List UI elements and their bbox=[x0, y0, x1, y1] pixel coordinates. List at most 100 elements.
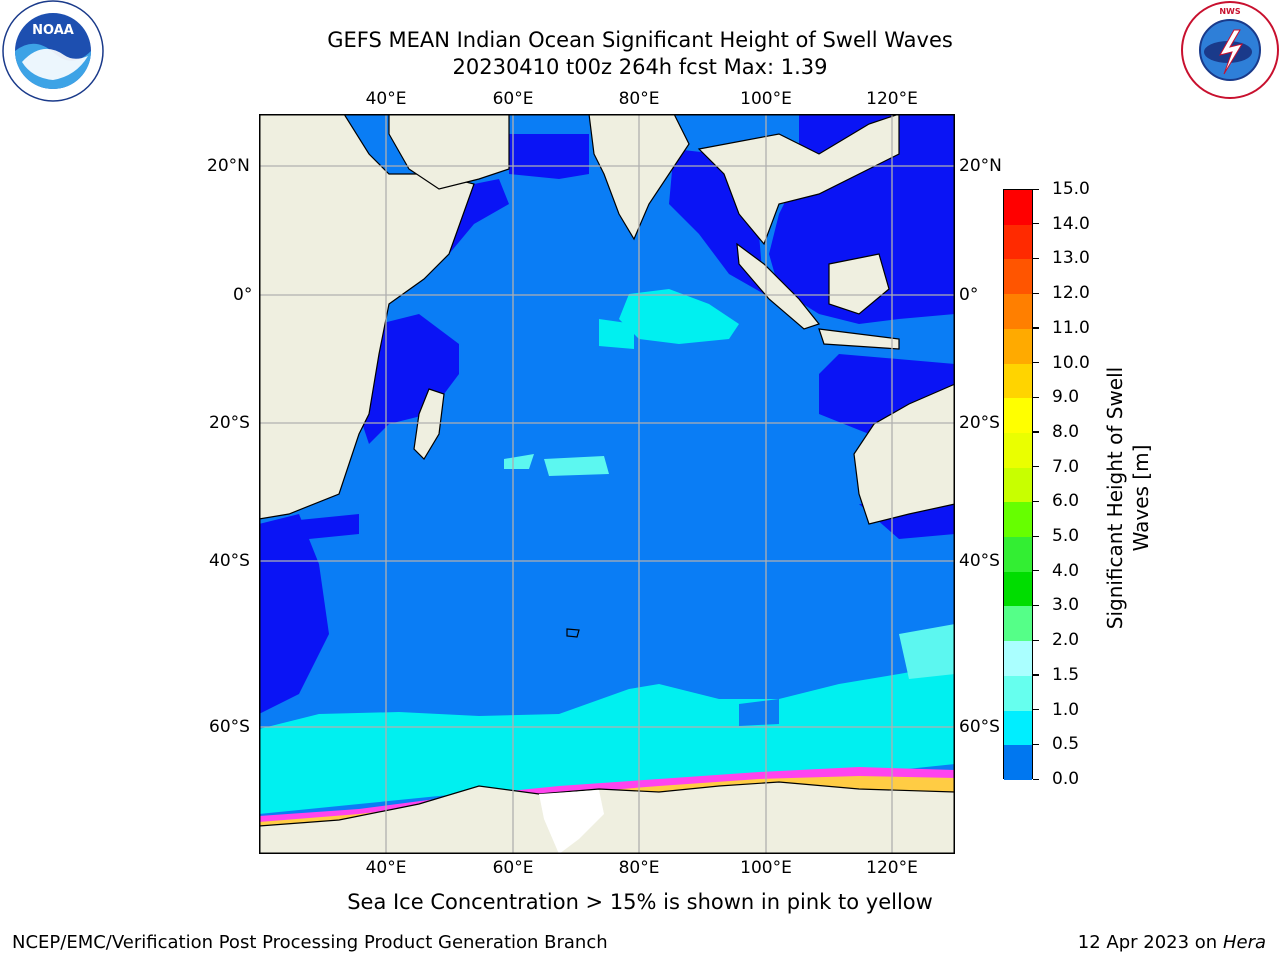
swell-height-map bbox=[259, 114, 955, 854]
colorbar-tick bbox=[1033, 466, 1039, 468]
lat-tick-left-40s: 40°S bbox=[209, 551, 250, 571]
africa-land bbox=[259, 114, 475, 520]
colorbar-title-line1: Significant Height of Swell bbox=[1103, 366, 1127, 630]
colorbar-tick-label: 9.0 bbox=[1052, 387, 1080, 408]
colorbar-tick-label: 6.0 bbox=[1052, 491, 1080, 512]
lon-tick-top-120e: 120°E bbox=[866, 89, 918, 109]
colorbar-segment bbox=[1004, 224, 1032, 260]
colorbar-segment bbox=[1004, 398, 1032, 434]
antarctica-land bbox=[259, 781, 955, 854]
colorbar-tick-label: 5.0 bbox=[1052, 526, 1080, 547]
colorbar-title: Significant Height of Swell Waves [m] bbox=[1102, 298, 1154, 698]
kerguelen-island bbox=[566, 628, 580, 638]
svg-text:NWS: NWS bbox=[1219, 7, 1241, 16]
lon-tick-bottom-120e: 120°E bbox=[866, 858, 918, 878]
colorbar-segment bbox=[1004, 190, 1032, 226]
madagascar-land bbox=[413, 388, 445, 460]
lat-tick-left-20s: 20°S bbox=[209, 413, 250, 433]
arabia-land bbox=[388, 114, 510, 190]
swell-low-south-africa bbox=[259, 514, 359, 544]
colorbar-tick bbox=[1033, 570, 1039, 572]
lon-tick-bottom-40e: 40°E bbox=[365, 858, 407, 878]
lat-tick-left-60s: 60°S bbox=[209, 717, 250, 737]
sumatra-land bbox=[736, 242, 821, 330]
lon-tick-top-100e: 100°E bbox=[740, 89, 792, 109]
colorbar-tick-label: 11.0 bbox=[1052, 317, 1090, 338]
colorbar-segment bbox=[1004, 328, 1032, 365]
footer-producer: NCEP/EMC/Verification Post Processing Pr… bbox=[12, 932, 608, 953]
colorbar-tick-label: 1.5 bbox=[1052, 664, 1080, 685]
lon-tick-top-60e: 60°E bbox=[492, 89, 534, 109]
swell-cyan-mid-a bbox=[504, 454, 534, 469]
colorbar-tick bbox=[1033, 327, 1039, 329]
colorbar-segment bbox=[1004, 571, 1032, 607]
swell-low-madagascar bbox=[359, 314, 459, 444]
noaa-logo-text: NOAA bbox=[32, 23, 74, 38]
colorbar-tick-label: 4.0 bbox=[1052, 560, 1080, 581]
java-land bbox=[818, 328, 900, 350]
colorbar-tick bbox=[1033, 396, 1039, 398]
colorbar-tick bbox=[1033, 674, 1039, 676]
colorbar-tick-label: 15.0 bbox=[1052, 179, 1090, 199]
footer-host: Hera bbox=[1222, 932, 1266, 953]
colorbar-tick bbox=[1033, 604, 1039, 607]
lon-tick-top-40e: 40°E bbox=[365, 89, 407, 109]
lat-tick-right-60s: 60°S bbox=[959, 717, 1000, 737]
colorbar-segment bbox=[1004, 467, 1032, 503]
lon-tick-bottom-100e: 100°E bbox=[740, 858, 792, 878]
colorbar-tick bbox=[1033, 743, 1039, 745]
lat-tick-left-20n: 20°N bbox=[207, 156, 250, 176]
sea-ice-note: Sea Ice Concentration > 15% is shown in … bbox=[347, 890, 933, 914]
colorbar-title-line2: Waves [m] bbox=[1129, 444, 1153, 552]
colorbar-segment bbox=[1004, 432, 1032, 469]
swell-low-southwest bbox=[259, 514, 329, 714]
lat-tick-right-20s: 20°S bbox=[959, 413, 1000, 433]
colorbar-tick-label: 0.5 bbox=[1052, 734, 1080, 755]
lat-tick-right-0: 0° bbox=[959, 285, 979, 305]
colorbar-tick bbox=[1033, 188, 1039, 190]
footer-date-text: 12 Apr 2023 on bbox=[1077, 932, 1223, 953]
colorbar-tick bbox=[1033, 292, 1039, 294]
colorbar-tick bbox=[1033, 362, 1039, 364]
swell-cyan-equatorial-west bbox=[599, 319, 634, 349]
map-frame bbox=[259, 114, 955, 854]
swell-low-arabian-sea bbox=[509, 134, 589, 179]
colorbar-tick bbox=[1033, 778, 1039, 780]
colorbar-tick-label: 2.0 bbox=[1052, 630, 1080, 651]
colorbar-tick bbox=[1033, 257, 1039, 260]
swell-blue-patch-south bbox=[739, 699, 779, 726]
southeast-asia-land bbox=[697, 114, 900, 246]
lat-tick-left-0: 0° bbox=[233, 285, 253, 305]
lon-tick-bottom-60e: 60°E bbox=[492, 858, 534, 878]
colorbar-tick-label: 14.0 bbox=[1052, 213, 1090, 234]
lat-tick-right-40s: 40°S bbox=[959, 551, 1000, 571]
noaa-logo: NOAA bbox=[2, 0, 104, 102]
swell-cyan-mid-b bbox=[544, 456, 609, 476]
nws-logo: NWS bbox=[1181, 1, 1279, 99]
colorbar-tick-label: 12.0 bbox=[1052, 283, 1090, 304]
colorbar-segment bbox=[1004, 745, 1032, 781]
map-subtitle: 20230410 t00z 264h fcst Max: 1.39 bbox=[452, 55, 828, 79]
colorbar-segment bbox=[1004, 606, 1032, 642]
graticule bbox=[259, 114, 955, 854]
colorbar-tick bbox=[1033, 223, 1039, 225]
lat-tick-right-20n: 20°N bbox=[959, 156, 1002, 176]
colorbar-tick-label: 3.0 bbox=[1052, 595, 1080, 616]
colorbar-segment bbox=[1004, 710, 1032, 746]
colorbar-segment bbox=[1004, 641, 1032, 677]
colorbar-segment bbox=[1004, 259, 1032, 295]
colorbar-tick bbox=[1033, 709, 1039, 711]
ice-shelf bbox=[539, 790, 604, 854]
lon-tick-bottom-80e: 80°E bbox=[618, 858, 660, 878]
colorbar-segment bbox=[1004, 294, 1032, 330]
footer-date: 12 Apr 2023 on Hera bbox=[1078, 932, 1266, 953]
colorbar-tick bbox=[1033, 535, 1039, 537]
colorbar-segment bbox=[1004, 502, 1032, 538]
colorbar-tick-label: 1.0 bbox=[1052, 699, 1080, 720]
colorbar-tick-label: 7.0 bbox=[1052, 456, 1080, 477]
colorbar-tick-label: 10.0 bbox=[1052, 352, 1090, 373]
colorbar-tick-label: 0.0 bbox=[1052, 769, 1080, 789]
swell-cyan-equatorial bbox=[619, 289, 739, 344]
colorbar-segment bbox=[1004, 363, 1032, 399]
colorbar-tick-label: 13.0 bbox=[1052, 248, 1090, 269]
